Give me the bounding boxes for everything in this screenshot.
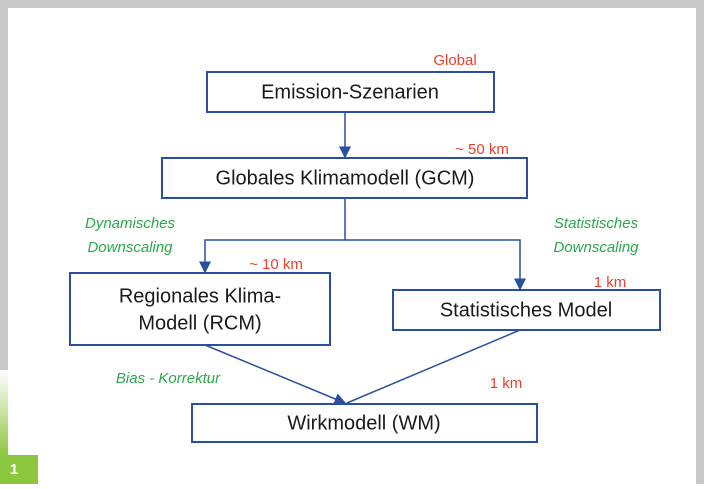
- node-label: Emission-Szenarien: [261, 81, 439, 103]
- frame-left-accent: [0, 370, 8, 456]
- arrow: [346, 329, 521, 404]
- arrow: [345, 239, 526, 291]
- scale-label: 1 km: [490, 375, 523, 392]
- node-label: Globales Klimamodell (GCM): [216, 167, 475, 189]
- figure-badge: [0, 455, 38, 484]
- scale-label: 1 km: [594, 274, 627, 291]
- node-box: [191, 403, 538, 443]
- method-label: Downscaling: [553, 239, 639, 256]
- scale-label: Global: [433, 52, 476, 69]
- node-label: Regionales Klima-: [119, 285, 281, 307]
- node-box: [161, 157, 528, 199]
- node-box: [206, 71, 495, 113]
- scale-label: ~ 10 km: [249, 256, 303, 273]
- node-box: [69, 272, 331, 346]
- method-label: Downscaling: [87, 239, 173, 256]
- frame-top: [0, 0, 704, 8]
- frame-right: [696, 0, 704, 484]
- node-label: Modell (RCM): [138, 312, 261, 334]
- figure-number: 1: [10, 461, 18, 478]
- frame-left: [0, 0, 8, 370]
- arrow: [204, 344, 347, 405]
- method-label: Dynamisches: [85, 215, 176, 232]
- scale-label: ~ 50 km: [455, 141, 509, 158]
- node-label: Wirkmodell (WM): [287, 412, 440, 434]
- arrow: [199, 198, 346, 274]
- method-label: Statistisches: [554, 215, 639, 232]
- node-label: Statistisches Model: [440, 299, 612, 321]
- method-label: Bias - Korrektur: [116, 370, 221, 387]
- node-box: [392, 289, 661, 331]
